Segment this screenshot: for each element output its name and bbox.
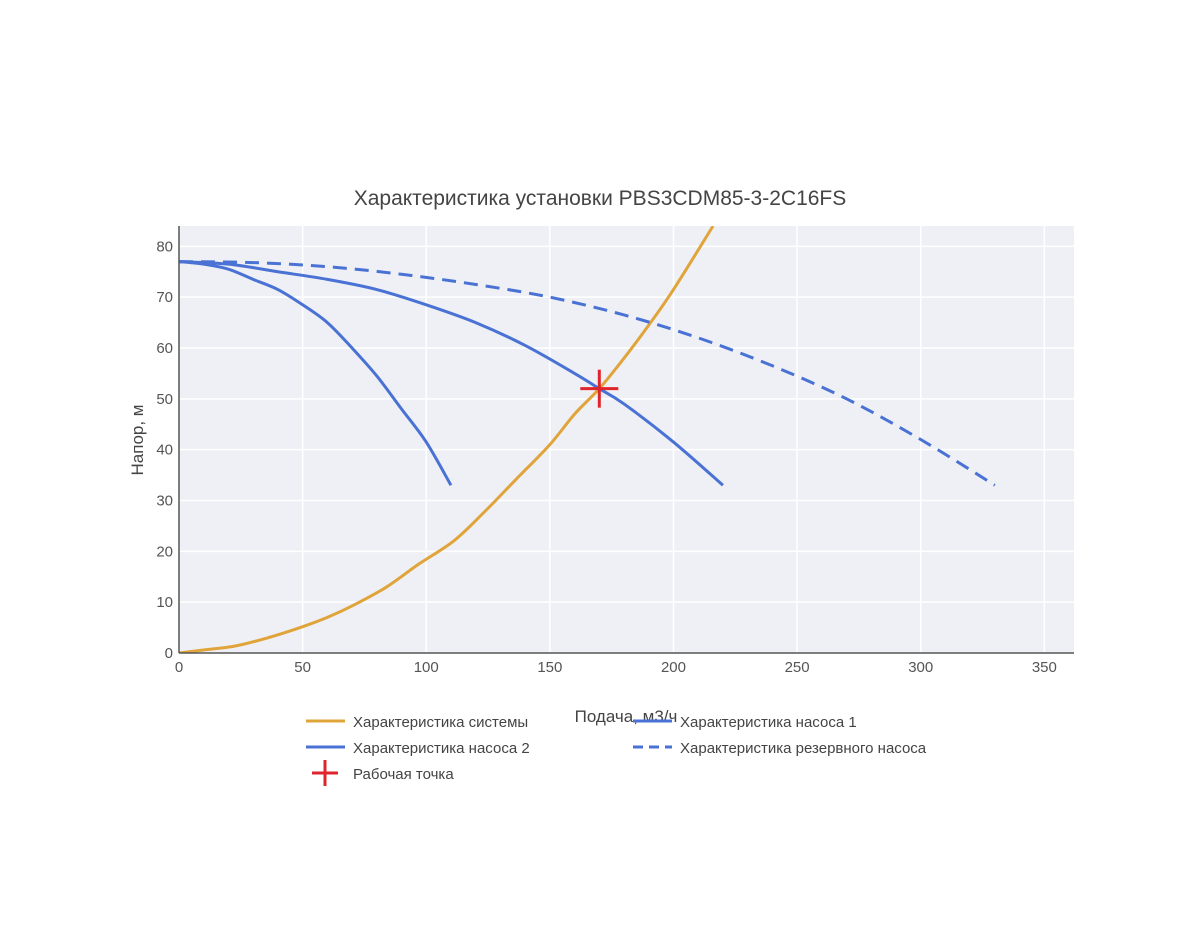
legend: Характеристика системы Характеристика нас… — [306, 714, 927, 786]
legend-label: Характеристика резервного насоса — [680, 740, 927, 757]
legend-label: Характеристика насоса 1 — [680, 714, 857, 731]
plot-area — [179, 226, 1074, 653]
series-layer — [179, 226, 996, 653]
x-tick-label: 200 — [661, 659, 686, 676]
y-axis-title: Напор, м — [128, 405, 147, 476]
y-tick-label: 0 — [165, 645, 173, 662]
y-tick-label: 20 — [156, 543, 173, 560]
pump-2-curve — [179, 260, 724, 487]
x-tick-label: 100 — [414, 659, 439, 676]
legend-item-system[interactable]: Характеристика системы — [306, 714, 528, 731]
x-tick-label: 250 — [785, 659, 810, 676]
pump-1-curve — [179, 260, 453, 486]
x-axis-title: Подача, м3/ч — [575, 707, 678, 726]
working-point-marker — [580, 369, 619, 408]
y-tick-label: 60 — [156, 340, 173, 357]
x-tick-label: 300 — [908, 659, 933, 676]
legend-label: Характеристика системы — [353, 714, 528, 731]
x-tick-label: 350 — [1032, 659, 1057, 676]
reserve-pump-curve — [179, 260, 996, 487]
x-tick-label: 150 — [537, 659, 562, 676]
y-tick-label: 50 — [156, 391, 173, 408]
y-tick-label: 70 — [156, 289, 173, 306]
legend-item-pump-2[interactable]: Характеристика насоса 2 — [306, 740, 530, 757]
y-tick-label: 10 — [156, 594, 173, 611]
legend-label: Характеристика насоса 2 — [353, 740, 530, 757]
y-tick-label: 40 — [156, 442, 173, 459]
system-curve — [179, 226, 715, 653]
legend-item-reserve-pump[interactable]: Характеристика резервного насоса — [633, 740, 927, 757]
legend-label: Рабочая точка — [353, 766, 454, 783]
chart-title: Характеристика установки PBS3CDM85-3-2C1… — [354, 187, 847, 210]
y-tick-label: 80 — [156, 238, 173, 255]
axes: 0 50 100 150 200 250 300 350 0 10 20 30 40 50 60 70 80 — [156, 226, 1074, 676]
x-tick-label: 0 — [175, 659, 183, 676]
legend-item-pump-1[interactable]: Характеристика насоса 1 — [633, 714, 857, 731]
legend-swatch — [312, 760, 338, 786]
x-tick-label: 50 — [294, 659, 311, 676]
legend-item-working-point[interactable]: Рабочая точка — [312, 760, 454, 786]
y-tick-label: 30 — [156, 493, 173, 510]
